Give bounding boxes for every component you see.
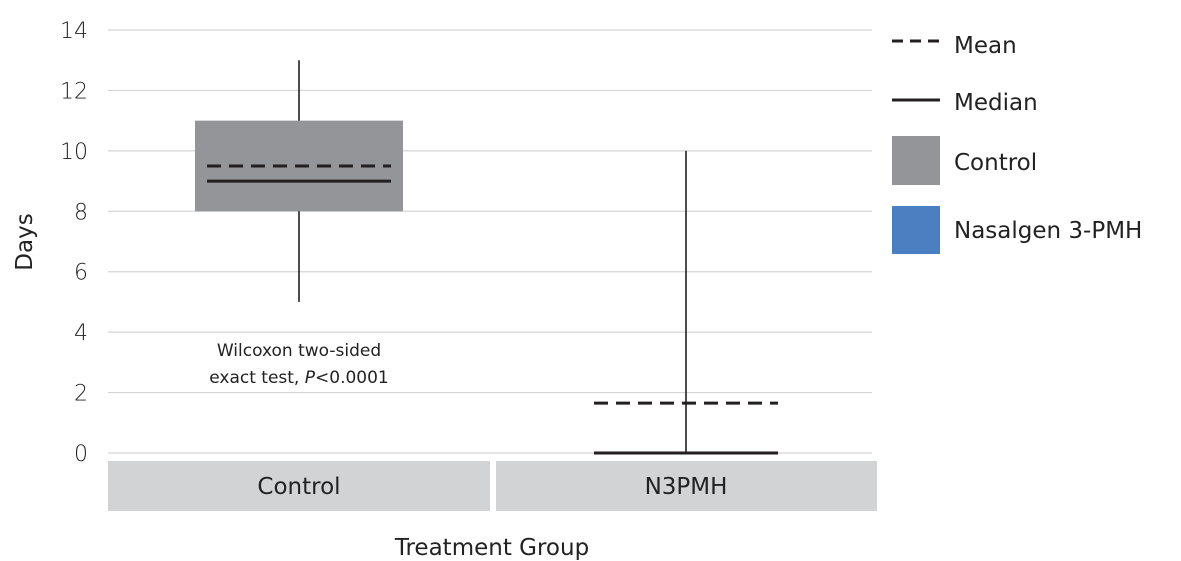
annotation-suffix: <0.0001 — [315, 368, 389, 388]
y-tick-label-8: 8 — [74, 200, 88, 225]
y-tick-labels: 0 2 4 6 8 10 12 14 — [60, 19, 88, 467]
annotation-line-2: exact test, P<0.0001 — [209, 368, 389, 388]
category-cell-n3pmh — [496, 461, 877, 511]
y-tick-label-2: 2 — [74, 382, 88, 407]
category-label-control: Control — [257, 474, 340, 500]
gridlines — [108, 29, 872, 454]
legend-swatch-nasalgen — [892, 206, 940, 254]
annotation-line-1: Wilcoxon two-sided — [217, 341, 381, 361]
legend-label-control: Control — [954, 150, 1037, 176]
annotation-p-italic: P — [305, 368, 316, 388]
legend-swatch-control — [892, 136, 940, 185]
y-tick-label-14: 14 — [60, 19, 88, 44]
category-strip: Control N3PMH — [108, 461, 877, 511]
y-tick-label-10: 10 — [60, 140, 88, 165]
annotation-prefix: exact test, — [209, 368, 305, 388]
annotation: Wilcoxon two-sided exact test, P<0.0001 — [209, 341, 389, 388]
box-series — [195, 60, 778, 455]
y-tick-label-0: 0 — [74, 442, 88, 467]
box-n3pmh — [594, 150, 778, 455]
legend: Mean Median Control Nasalgen 3-PMH — [892, 33, 1142, 254]
legend-label-median: Median — [954, 90, 1038, 116]
y-axis-title: Days — [12, 213, 38, 270]
y-tick-label-6: 6 — [74, 261, 88, 286]
category-cell-control — [108, 461, 490, 511]
y-tick-label-12: 12 — [60, 79, 88, 104]
category-label-n3pmh: N3PMH — [645, 474, 728, 500]
y-tick-label-4: 4 — [74, 321, 88, 346]
legend-label-nasalgen: Nasalgen 3-PMH — [954, 218, 1142, 244]
legend-label-mean: Mean — [954, 33, 1017, 59]
box-control — [195, 60, 403, 302]
x-axis-title: Treatment Group — [394, 535, 589, 561]
